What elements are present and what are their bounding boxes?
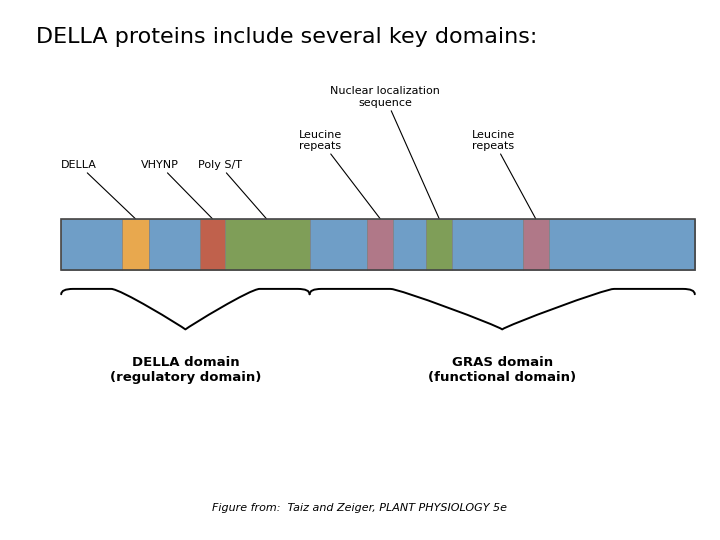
Bar xyxy=(149,219,200,270)
Bar xyxy=(426,219,452,270)
Bar xyxy=(310,219,367,270)
Bar xyxy=(452,219,523,270)
Bar xyxy=(393,219,426,270)
Text: Leucine
repeats: Leucine repeats xyxy=(299,130,380,219)
Bar xyxy=(549,219,695,270)
Bar xyxy=(61,219,695,270)
Text: DELLA domain
(regulatory domain): DELLA domain (regulatory domain) xyxy=(109,356,261,384)
Text: Nuclear localization
sequence: Nuclear localization sequence xyxy=(330,86,440,219)
Text: Leucine
repeats: Leucine repeats xyxy=(472,130,536,219)
Bar xyxy=(367,219,393,270)
Bar xyxy=(122,219,149,270)
Text: Figure from:  Taiz and Zeiger, PLANT PHYSIOLOGY 5e: Figure from: Taiz and Zeiger, PLANT PHYS… xyxy=(212,503,508,513)
Bar xyxy=(200,219,225,270)
Text: VHYNP: VHYNP xyxy=(141,160,212,219)
Text: DELLA: DELLA xyxy=(61,160,135,219)
Bar xyxy=(61,219,122,270)
Text: GRAS domain
(functional domain): GRAS domain (functional domain) xyxy=(428,356,576,384)
Bar xyxy=(523,219,549,270)
Bar xyxy=(225,219,310,270)
Text: DELLA proteins include several key domains:: DELLA proteins include several key domai… xyxy=(36,27,537,47)
Text: Poly S/T: Poly S/T xyxy=(197,160,266,219)
